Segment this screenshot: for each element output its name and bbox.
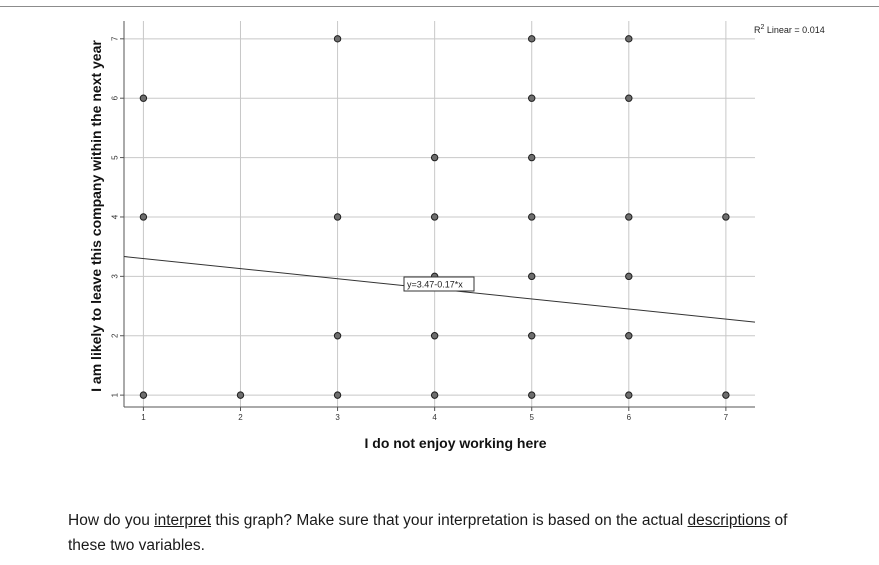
data-point [333, 332, 342, 340]
r2-label: R2 Linear = 0.014 [754, 24, 825, 35]
question-part-1: How do you [68, 512, 155, 529]
data-point [139, 213, 148, 221]
data-point [625, 94, 633, 102]
data-point [333, 391, 342, 399]
data-point [528, 213, 536, 221]
data-point [139, 94, 148, 102]
x-axis-title: I do not enjoy working here [364, 435, 546, 451]
y-tick-label: 4 [111, 214, 120, 219]
equation-box [403, 276, 475, 292]
data-point [528, 35, 536, 43]
y-tick-label: 3 [111, 274, 120, 279]
question-underlined-descriptions: descriptions [687, 512, 771, 529]
top-divider-line [0, 6, 879, 7]
x-tick-label: 2 [238, 413, 243, 422]
data-point [430, 391, 439, 399]
x-tick-label: 3 [335, 413, 340, 422]
plot-area [124, 21, 755, 407]
data-point [528, 272, 536, 281]
data-point [528, 332, 536, 340]
question-underlined-interpret: interpret [154, 512, 212, 529]
x-tick-label: 6 [627, 413, 632, 422]
data-point [625, 272, 633, 281]
data-point [236, 391, 245, 399]
y-tick-label: 5 [111, 155, 120, 160]
data-point [528, 153, 536, 162]
data-point [625, 35, 633, 43]
data-point [528, 391, 536, 399]
data-point [625, 332, 633, 340]
question-part-2: this graph? Make sure that your interpre… [211, 512, 688, 529]
y-tick-label: 2 [111, 333, 120, 338]
data-point [625, 391, 633, 399]
data-point [430, 332, 439, 340]
data-point [333, 35, 342, 43]
question-part-3: of these two variables. [68, 512, 788, 554]
y-tick-label: 7 [111, 36, 120, 41]
y-axis-title: I am likely to leave this company within… [88, 40, 104, 392]
x-tick-label: 5 [529, 413, 534, 422]
x-tick-label: 1 [141, 413, 146, 422]
data-point [430, 153, 439, 162]
data-point [722, 391, 730, 399]
y-tick-label: 1 [111, 392, 120, 397]
y-tick-label: 6 [111, 95, 120, 100]
data-point [139, 391, 148, 399]
data-point [528, 94, 536, 102]
data-point [722, 213, 730, 221]
data-point [430, 213, 439, 221]
equation-label: y=3.47-0.17*x [407, 280, 463, 290]
question-text: How do you interpret this graph? Make su… [68, 508, 828, 558]
x-tick-label: 7 [724, 413, 729, 422]
data-point [333, 213, 342, 221]
scatter-chart: 1 2 3 4 5 6 7 1 2 3 4 5 6 7 y=3.47-0.17*x R2 Linear = 0… [88, 21, 825, 451]
x-tick-label: 4 [432, 413, 437, 422]
data-point [625, 213, 633, 221]
